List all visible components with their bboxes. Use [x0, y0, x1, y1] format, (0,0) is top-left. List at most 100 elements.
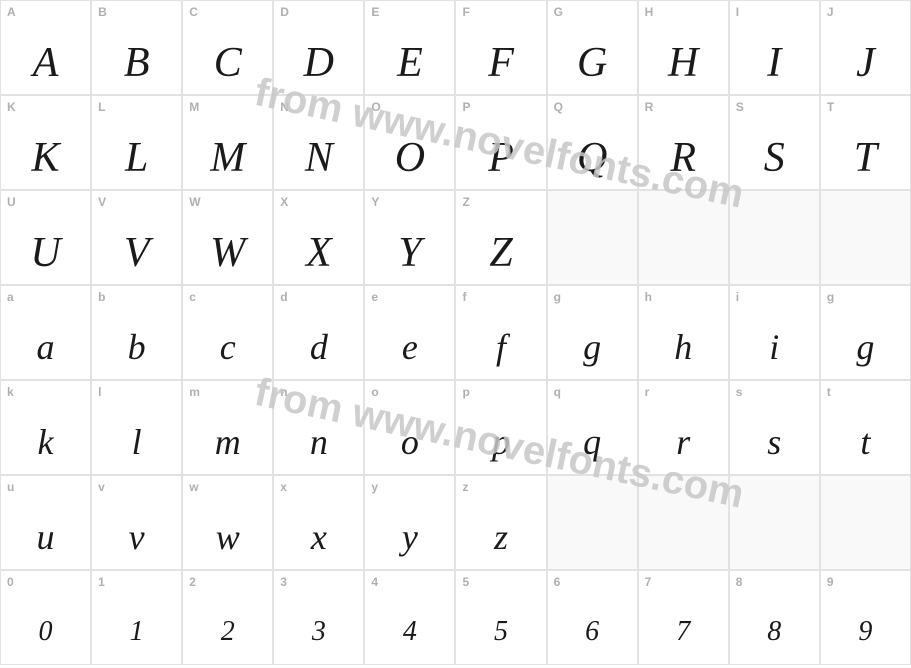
glyph: o: [365, 424, 454, 460]
cell-label: o: [371, 385, 378, 399]
glyph: H: [639, 42, 728, 84]
glyph-cell: ss: [729, 380, 820, 475]
glyph-cell: tt: [820, 380, 911, 475]
cell-label: U: [7, 195, 16, 209]
cell-label: D: [280, 5, 289, 19]
cell-label: K: [7, 100, 16, 114]
glyph: W: [183, 232, 272, 274]
glyph: B: [92, 42, 181, 84]
cell-label: L: [98, 100, 105, 114]
empty-cell: [638, 475, 729, 570]
cell-label: 9: [827, 575, 834, 589]
cell-label: W: [189, 195, 200, 209]
glyph-cell: EE: [364, 0, 455, 95]
glyph: P: [456, 137, 545, 179]
glyph: R: [639, 137, 728, 179]
cell-label: n: [280, 385, 287, 399]
cell-label: a: [7, 290, 14, 304]
glyph: v: [92, 519, 181, 555]
cell-label: Q: [554, 100, 563, 114]
cell-label: P: [462, 100, 470, 114]
cell-label: y: [371, 480, 378, 494]
glyph: k: [1, 424, 90, 460]
glyph-cell: SS: [729, 95, 820, 190]
cell-label: u: [7, 480, 14, 494]
glyph-cell: hh: [638, 285, 729, 380]
cell-label: d: [280, 290, 287, 304]
glyph: V: [92, 232, 181, 274]
cell-label: f: [462, 290, 466, 304]
glyph: 3: [274, 618, 363, 646]
glyph-cell: oo: [364, 380, 455, 475]
glyph: 7: [639, 618, 728, 646]
glyph: l: [92, 424, 181, 460]
glyph-cell: ll: [91, 380, 182, 475]
glyph-cell: CC: [182, 0, 273, 95]
glyph: z: [456, 519, 545, 555]
glyph-cell: XX: [273, 190, 364, 285]
glyph: w: [183, 519, 272, 555]
glyph: 9: [821, 618, 910, 646]
cell-label: X: [280, 195, 288, 209]
glyph: 1: [92, 618, 181, 646]
glyph-cell: 88: [729, 570, 820, 665]
glyph-cell: zz: [455, 475, 546, 570]
glyph-cell: KK: [0, 95, 91, 190]
empty-cell: [547, 475, 638, 570]
glyph: O: [365, 137, 454, 179]
cell-label: g: [827, 290, 834, 304]
glyph: x: [274, 519, 363, 555]
cell-label: 7: [645, 575, 652, 589]
glyph: 5: [456, 618, 545, 646]
empty-cell: [547, 190, 638, 285]
glyph-cell: yy: [364, 475, 455, 570]
glyph-cell: pp: [455, 380, 546, 475]
glyph-cell: ww: [182, 475, 273, 570]
cell-label: N: [280, 100, 289, 114]
glyph-cell: 77: [638, 570, 729, 665]
cell-label: 3: [280, 575, 287, 589]
glyph: L: [92, 137, 181, 179]
glyph-cell: ZZ: [455, 190, 546, 285]
glyph: I: [730, 42, 819, 84]
glyph: 2: [183, 618, 272, 646]
cell-label: Z: [462, 195, 469, 209]
glyph: u: [1, 519, 90, 555]
glyph-cell: qq: [547, 380, 638, 475]
glyph: s: [730, 424, 819, 460]
empty-cell: [820, 190, 911, 285]
glyph: U: [1, 232, 90, 274]
glyph: e: [365, 329, 454, 365]
glyph-cell: 11: [91, 570, 182, 665]
glyph-cell: gg: [547, 285, 638, 380]
glyph-cell: ii: [729, 285, 820, 380]
glyph-cell: JJ: [820, 0, 911, 95]
glyph-cell: 66: [547, 570, 638, 665]
glyph-cell: GG: [547, 0, 638, 95]
cell-label: v: [98, 480, 105, 494]
glyph-cell: gg: [820, 285, 911, 380]
glyph-cell: RR: [638, 95, 729, 190]
cell-label: w: [189, 480, 198, 494]
glyph-cell: QQ: [547, 95, 638, 190]
cell-label: x: [280, 480, 287, 494]
glyph-cell: 33: [273, 570, 364, 665]
glyph: t: [821, 424, 910, 460]
glyph: a: [1, 329, 90, 365]
cell-label: l: [98, 385, 101, 399]
glyph-cell: rr: [638, 380, 729, 475]
glyph: T: [821, 137, 910, 179]
glyph-cell: nn: [273, 380, 364, 475]
glyph-cell: BB: [91, 0, 182, 95]
cell-label: H: [645, 5, 654, 19]
glyph: h: [639, 329, 728, 365]
empty-cell: [820, 475, 911, 570]
cell-label: O: [371, 100, 380, 114]
glyph: f: [456, 329, 545, 365]
cell-label: 2: [189, 575, 196, 589]
glyph-cell: vv: [91, 475, 182, 570]
glyph: G: [548, 42, 637, 84]
glyph-cell: VV: [91, 190, 182, 285]
empty-cell: [729, 475, 820, 570]
glyph: 0: [1, 618, 90, 646]
